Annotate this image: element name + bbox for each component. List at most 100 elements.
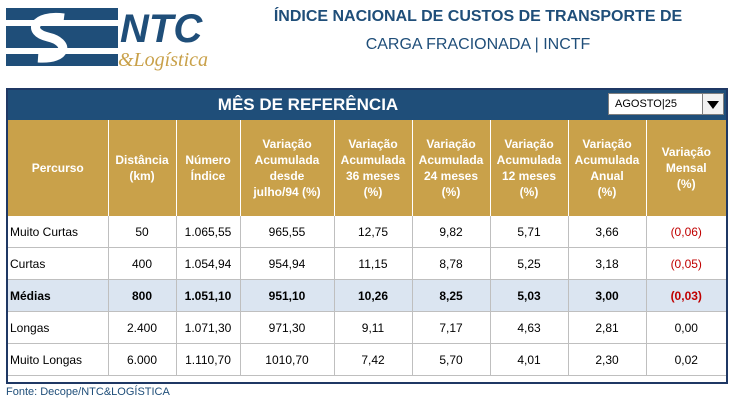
column-header-line: Anual bbox=[590, 169, 624, 183]
table-row: Muito Curtas 50 1.065,55 965,55 12,75 9,82 5,7… bbox=[8, 216, 726, 248]
value-cell: 8,78 bbox=[412, 247, 491, 280]
chevron-down-icon bbox=[707, 101, 719, 109]
value-cell: 954,94 bbox=[240, 247, 335, 280]
value-cell: 800 bbox=[108, 279, 177, 312]
column-header-line: Acumulada bbox=[574, 153, 640, 167]
column-header-line: (%) bbox=[441, 185, 461, 199]
page-title: ÍNDICE NACIONAL DE CUSTOS DE TRANSPORTE … bbox=[273, 8, 683, 25]
column-header-line: (km) bbox=[129, 169, 155, 183]
column-header-line: Percurso bbox=[31, 161, 84, 175]
value-cell: 6.000 bbox=[108, 343, 177, 376]
value-cell: 5,03 bbox=[490, 279, 569, 312]
value-cell: 1.054,94 bbox=[176, 247, 241, 280]
column-header-line: Número bbox=[185, 153, 231, 167]
value-cell: 12,75 bbox=[334, 216, 413, 248]
route-cell: Muito Longas bbox=[8, 343, 109, 376]
value-cell: 5,25 bbox=[490, 247, 569, 280]
column-header-line: Acumulada bbox=[496, 153, 562, 167]
column-header: Número Índice bbox=[176, 120, 241, 216]
value-cell: 50 bbox=[108, 216, 177, 248]
value-cell: 0,00 bbox=[646, 311, 726, 344]
column-header: Variação Acumulada Anual (%) bbox=[568, 120, 647, 216]
reference-bar: MÊS DE REFERÊNCIA AGOSTO|25 bbox=[8, 90, 726, 120]
column-header-line: Acumulada bbox=[418, 153, 484, 167]
column-header-line: Variação bbox=[504, 137, 554, 151]
value-cell: 951,10 bbox=[240, 279, 335, 312]
value-cell: 1010,70 bbox=[240, 343, 335, 376]
column-header: Distância (km) bbox=[108, 120, 177, 216]
index-panel: MÊS DE REFERÊNCIA AGOSTO|25 Percurso Dist… bbox=[6, 88, 728, 384]
column-header-line: (%) bbox=[676, 177, 696, 191]
column-header: Variação Acumulada 24 meses (%) bbox=[412, 120, 491, 216]
value-cell: 5,71 bbox=[490, 216, 569, 248]
value-cell: 2.400 bbox=[108, 311, 177, 344]
column-header-line: Variação bbox=[348, 137, 398, 151]
page-subtitle: CARGA FRACIONADA | INCTF bbox=[365, 36, 591, 53]
ntc-logo: NTC &Logística bbox=[6, 4, 216, 74]
value-cell: 1.110,70 bbox=[176, 343, 241, 376]
route-cell: Médias bbox=[8, 279, 109, 312]
dropdown-button[interactable] bbox=[702, 93, 724, 115]
column-header: Variação Acumulada 36 meses (%) bbox=[334, 120, 413, 216]
table-row: Longas 2.400 1.071,30 971,30 9,11 7,17 4,63 2,8… bbox=[8, 311, 726, 344]
reference-label: MÊS DE REFERÊNCIA bbox=[217, 95, 399, 114]
index-table: Percurso Distância (km) Número Índice Variaçã… bbox=[8, 120, 726, 376]
column-header-line: Variação bbox=[262, 137, 312, 151]
value-cell: 1.051,10 bbox=[176, 279, 241, 312]
ntc-logo-graphic: NTC &Logística bbox=[6, 7, 208, 71]
column-header: Variação Acumulada 12 meses (%) bbox=[490, 120, 569, 216]
value-cell: 3,18 bbox=[568, 247, 647, 280]
value-cell: 8,25 bbox=[412, 279, 491, 312]
table-row: Curtas 400 1.054,94 954,94 11,15 8,78 5,25 3,18… bbox=[8, 247, 726, 280]
column-header-line: (%) bbox=[519, 185, 539, 199]
column-header-line: Acumulada bbox=[340, 153, 406, 167]
source-note: Fonte: Decope/NTC&LOGÍSTICA bbox=[6, 386, 170, 398]
logo-brand: NTC bbox=[120, 7, 203, 51]
value-cell: 971,30 bbox=[240, 311, 335, 344]
value-cell: 11,15 bbox=[334, 247, 413, 280]
column-header-line: Distância bbox=[115, 153, 169, 167]
reference-month-select[interactable]: AGOSTO|25 bbox=[608, 93, 704, 115]
value-cell: 3,00 bbox=[568, 279, 647, 312]
column-header-line: Índice bbox=[190, 169, 226, 183]
value-cell: 1.065,55 bbox=[176, 216, 241, 248]
column-header-line: Acumulada bbox=[254, 153, 320, 167]
column-header-line: (%) bbox=[597, 185, 617, 199]
route-cell: Muito Curtas bbox=[8, 216, 109, 248]
value-cell: 3,66 bbox=[568, 216, 647, 248]
value-cell: 400 bbox=[108, 247, 177, 280]
value-cell: 965,55 bbox=[240, 216, 335, 248]
value-cell: 2,81 bbox=[568, 311, 647, 344]
value-cell: 0,02 bbox=[646, 343, 726, 376]
value-cell: 1.071,30 bbox=[176, 311, 241, 344]
value-cell: 10,26 bbox=[334, 279, 413, 312]
column-header-line: Variação bbox=[582, 137, 632, 151]
value-cell: (0,06) bbox=[646, 216, 726, 248]
route-cell: Longas bbox=[8, 311, 109, 344]
column-header: Variação Mensal (%) bbox=[646, 120, 726, 216]
value-cell: 9,82 bbox=[412, 216, 491, 248]
value-cell: 7,42 bbox=[334, 343, 413, 376]
logo-sub: &Logística bbox=[118, 49, 208, 71]
table-row: Médias 800 1.051,10 951,10 10,26 8,25 5,03 3,00… bbox=[8, 279, 726, 312]
column-header: Variação Acumulada desde julho/94 (%) bbox=[240, 120, 335, 216]
column-header-line: 24 meses bbox=[423, 169, 479, 183]
value-cell: (0,05) bbox=[646, 247, 726, 280]
value-cell: 7,17 bbox=[412, 311, 491, 344]
route-cell: Curtas bbox=[8, 247, 109, 280]
column-header-line: Variação bbox=[426, 137, 476, 151]
column-header-line: julho/94 (%) bbox=[253, 185, 321, 199]
value-cell: 4,01 bbox=[490, 343, 569, 376]
column-header-line: 12 meses bbox=[501, 169, 557, 183]
table-header-row: Percurso Distância (km) Número Índice Variaçã… bbox=[8, 120, 726, 216]
value-cell: 9,11 bbox=[334, 311, 413, 344]
value-cell: 4,63 bbox=[490, 311, 569, 344]
column-header-line: (%) bbox=[363, 185, 383, 199]
value-cell: (0,03) bbox=[646, 279, 726, 312]
column-header-line: Variação bbox=[661, 145, 711, 159]
column-header-line: Mensal bbox=[665, 161, 707, 175]
value-cell: 5,70 bbox=[412, 343, 491, 376]
column-header-line: 36 meses bbox=[345, 169, 401, 183]
column-header-line: desde bbox=[269, 169, 305, 183]
table-row: Muito Longas 6.000 1.110,70 1010,70 7,42 5,70… bbox=[8, 343, 726, 376]
